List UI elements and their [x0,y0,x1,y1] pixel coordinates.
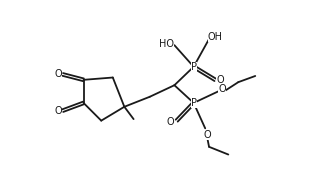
Text: O: O [216,75,224,85]
Text: HO: HO [159,39,174,49]
Text: OH: OH [208,33,223,43]
Text: P: P [191,62,197,72]
Text: P: P [191,98,197,108]
Text: O: O [167,117,174,127]
Text: O: O [54,69,62,79]
Text: O: O [204,130,211,139]
Text: O: O [218,84,226,94]
Text: O: O [54,106,62,116]
